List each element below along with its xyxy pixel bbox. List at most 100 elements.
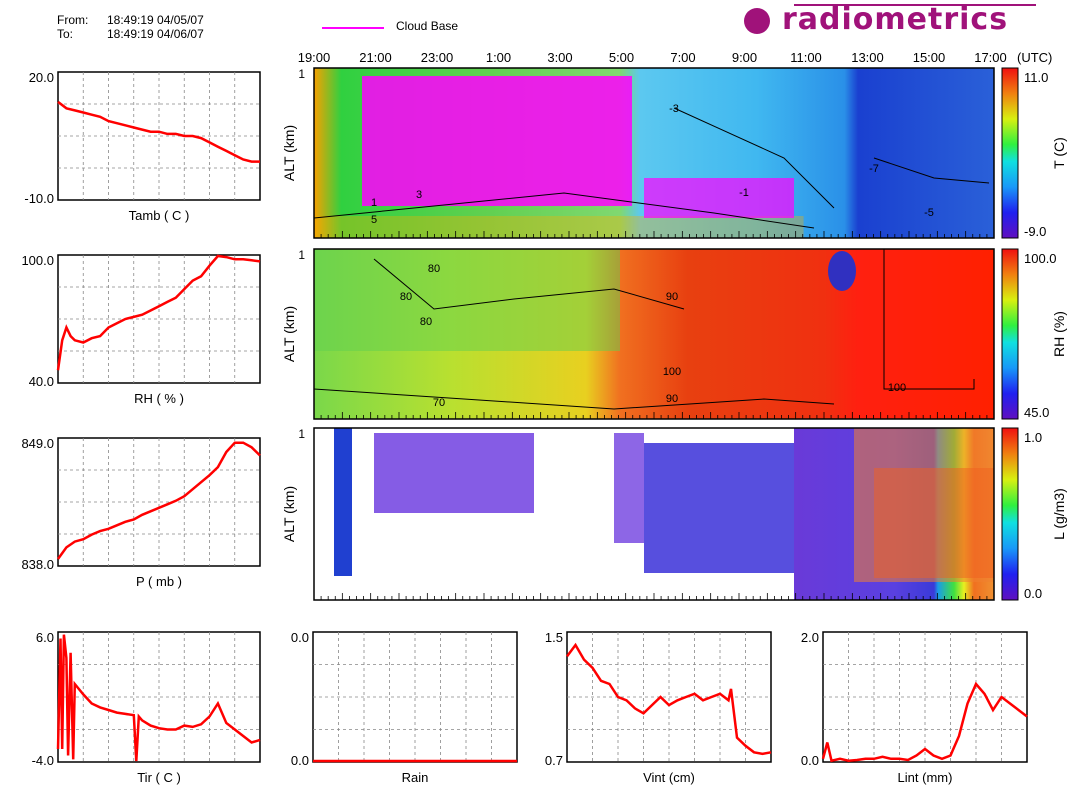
x-axis-label: Rain	[402, 770, 429, 785]
contour-label: -1	[739, 187, 749, 199]
contour-label: 90	[666, 393, 678, 405]
liquid-region	[374, 433, 534, 513]
y-tick-label: 838.0	[21, 557, 54, 572]
x-axis-label: P ( mb )	[136, 574, 182, 589]
panel-temp_profile	[313, 67, 1019, 239]
time-unit-label: (UTC)	[1017, 50, 1053, 65]
y-tick-label: -10.0	[24, 191, 54, 206]
panel-rh_profile	[313, 248, 1019, 420]
colorbar-label: RH (%)	[1051, 311, 1067, 357]
contour-label: -7	[869, 163, 879, 175]
alt-axis-label: ALT (km)	[281, 306, 297, 362]
cloud-base-region	[362, 76, 632, 206]
alt-tick-label: 1	[298, 248, 305, 262]
y-tick-label: 0.0	[801, 753, 819, 768]
panel-liquid_profile	[313, 427, 1019, 601]
time-tick-label: 15:00	[912, 50, 946, 65]
contour-line	[313, 388, 835, 410]
cloud-base-legend-line	[322, 27, 384, 29]
alt-tick-label: 1	[298, 67, 305, 81]
contour-label: 80	[428, 263, 440, 275]
contour-label: 70	[433, 397, 445, 409]
time-tick-label: 23:00	[420, 50, 454, 65]
contour-label: 80	[400, 291, 412, 303]
contour-line	[873, 157, 990, 184]
chart-rain	[312, 631, 518, 763]
colorbar-max-label: 100.0	[1024, 251, 1057, 266]
time-axis: 19:00 21:00 23:00 1:00 3:00 5:00 7:00 9:00 11:00…	[287, 50, 1067, 68]
contour-label: -5	[924, 207, 934, 219]
x-axis-label: Lint (mm)	[898, 770, 953, 785]
logo-line	[794, 4, 1036, 6]
time-tick-label: 17:00	[974, 50, 1007, 65]
colorbar-min-label: -9.0	[1024, 224, 1046, 239]
liquid-region	[614, 433, 644, 543]
time-tick-label: 19:00	[297, 50, 331, 65]
series-line-rh	[56, 254, 261, 371]
colorbar	[1001, 427, 1019, 601]
y-tick-label: 0.0	[291, 630, 309, 645]
liquid-region	[644, 443, 794, 573]
alt-axis-label: ALT (km)	[281, 486, 297, 542]
y-tick-label: 849.0	[21, 436, 54, 451]
contour-line	[883, 249, 975, 390]
x-axis-label: Tir ( C )	[137, 770, 181, 785]
contour-label: 100	[888, 382, 906, 394]
x-axis-label: RH ( % )	[134, 391, 184, 406]
time-tick-label: 3:00	[547, 50, 573, 65]
colorbar-min-label: 45.0	[1024, 405, 1049, 420]
series-line-tamb	[57, 100, 260, 163]
contour-label: 1	[371, 197, 377, 209]
time-tick-label: 21:00	[359, 50, 392, 65]
time-tick-label: 1:00	[485, 50, 512, 65]
chart-rh	[56, 254, 261, 384]
y-tick-label: 1.5	[545, 630, 563, 645]
contour-label: 100	[663, 366, 681, 378]
time-tick-label: 5:00	[608, 50, 635, 65]
y-tick-label: 40.0	[29, 374, 54, 389]
contour-line	[373, 258, 685, 310]
y-tick-label: 6.0	[36, 630, 54, 645]
contour-label: 3	[416, 189, 422, 201]
cloud-base-region	[644, 178, 794, 218]
chart-vint	[565, 631, 772, 763]
colorbar-label: L (g/m3)	[1051, 488, 1067, 540]
chart-tamb	[57, 71, 261, 201]
y-tick-label: -4.0	[32, 753, 54, 768]
x-axis-label: Vint (cm)	[643, 770, 695, 785]
moist-region	[314, 249, 620, 351]
contour-label: -3	[669, 103, 679, 115]
y-tick-label: 0.7	[545, 753, 563, 768]
chart-p	[56, 437, 261, 567]
y-tick-label: 20.0	[29, 70, 54, 85]
time-tick-label: 11:00	[790, 50, 822, 65]
x-axis-label: Tamb ( C )	[129, 208, 190, 223]
contour-line	[673, 107, 835, 209]
y-tick-label: 100.0	[21, 253, 54, 268]
from-label: From:	[57, 13, 89, 27]
contour-label: 90	[666, 291, 678, 303]
colorbar-max-label: 11.0	[1024, 70, 1048, 85]
series-line-tir	[56, 634, 261, 762]
series-line-p	[56, 441, 261, 560]
to-label: To:	[57, 27, 74, 41]
colorbar-min-label: 0.0	[1024, 586, 1042, 601]
colorbar	[1001, 67, 1019, 239]
from-value: 18:49:19 04/05/07	[107, 13, 204, 27]
y-tick-label: 0.0	[291, 753, 309, 768]
colorbar	[1001, 248, 1019, 420]
warm-layer	[314, 216, 804, 238]
y-tick-label: 2.0	[801, 630, 819, 645]
series-line-vint	[565, 642, 772, 756]
chart-lint	[821, 631, 1028, 763]
time-tick-label: 13:00	[851, 50, 884, 65]
liquid-high-region	[874, 468, 994, 578]
series-line-lint	[821, 681, 1028, 763]
contour-label: 80	[420, 316, 432, 328]
time-tick-label: 7:00	[670, 50, 696, 65]
time-tick-label: 9:00	[731, 50, 758, 65]
alt-tick-label: 1	[298, 427, 305, 441]
colorbar-max-label: 1.0	[1024, 430, 1042, 445]
contour-label: 5	[371, 214, 377, 226]
